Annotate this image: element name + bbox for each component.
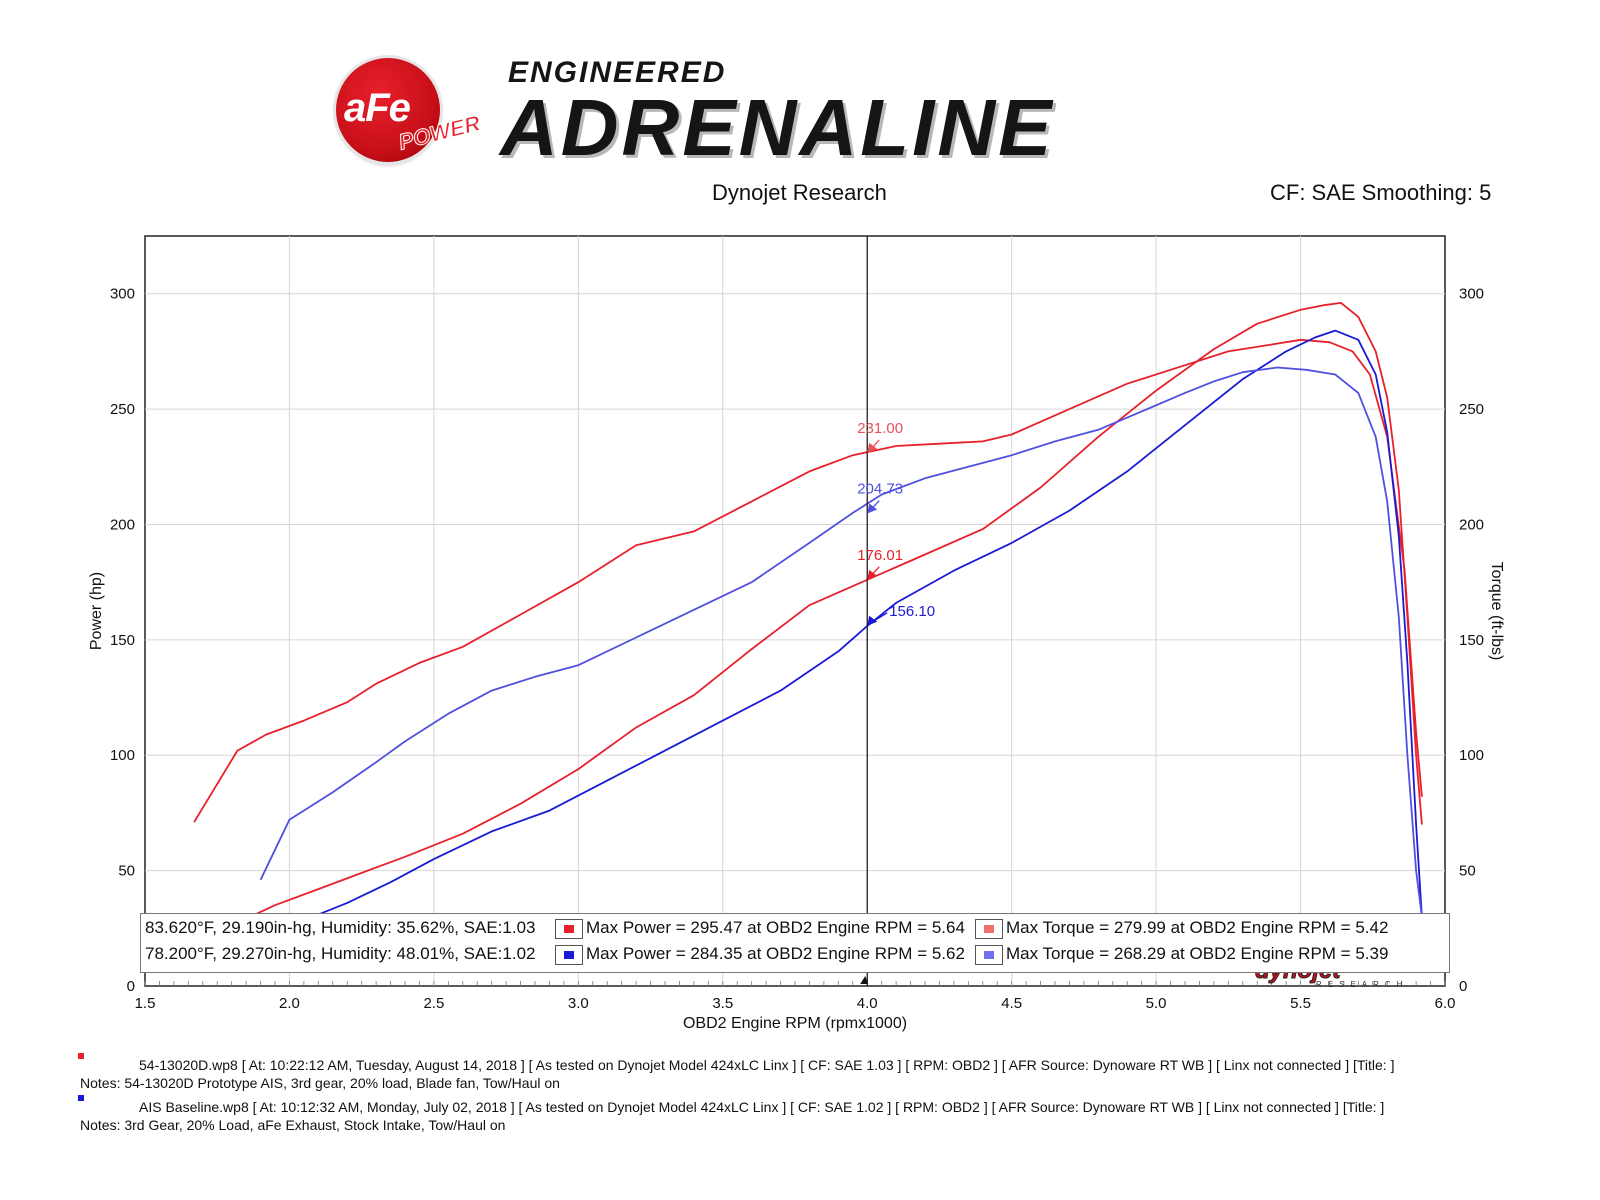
annotation-arrowhead: [867, 503, 878, 514]
series-line-3: [312, 329, 1423, 918]
logo-engineered-text: ENGINEERED: [508, 56, 727, 89]
y-tick-label: 300: [110, 286, 135, 303]
x-tick-label: 2.0: [279, 995, 300, 1012]
x-tick-label: 5.5: [1290, 995, 1311, 1012]
run-marker: [78, 1095, 84, 1101]
chart-legend: 83.620°F, 29.190in-hg, Humidity: 35.62%,…: [140, 913, 1450, 973]
annotation-arrowhead: [867, 442, 878, 453]
legend-max-power: Max Power = 284.35 at OBD2 Engine RPM = …: [586, 944, 965, 963]
series-line-2: [193, 338, 1423, 823]
run-info: 54-13020D.wp8 [ At: 10:22:12 AM, Tuesday…: [139, 1057, 1395, 1073]
grid-lines: [145, 236, 1445, 986]
run-notes: Notes: 54-13020D Prototype AIS, 3rd gear…: [80, 1075, 560, 1091]
y2-tick-label: 100: [1459, 747, 1484, 764]
plot-area: [144, 235, 1446, 987]
legend-max-torque: Max Torque = 268.29 at OBD2 Engine RPM =…: [1006, 944, 1389, 963]
legend-conditions: 78.200°F, 29.270in-hg, Humidity: 48.01%,…: [145, 944, 536, 963]
annotation-value: 176.01: [857, 547, 903, 564]
y-tick-label: 150: [110, 632, 135, 649]
y-tick-label: 0: [127, 978, 135, 995]
y2-tick-label: 50: [1459, 863, 1476, 880]
x-tick-label: 2.5: [423, 995, 444, 1012]
correction-info: CF: SAE Smoothing: 5: [1270, 180, 1492, 205]
y2-tick-label: 250: [1459, 401, 1484, 418]
run-info: AIS Baseline.wp8 [ At: 10:12:32 AM, Mond…: [139, 1099, 1385, 1115]
cursor-arrow: [860, 976, 869, 984]
series-line-4: [259, 366, 1423, 917]
annotation-value: 204.73: [857, 481, 903, 498]
run-marker: [78, 1053, 84, 1059]
dyno-chart: 1.5 2.0 2.5 3.0 3.5 4.0 4.5 5.0 5.5 6.0 0 50 100 150…: [88, 235, 1505, 1032]
dynojet-watermark-sub: RESEARCH: [1316, 980, 1409, 989]
legend-power-swatch[interactable]: [555, 919, 583, 939]
y-tick-label: 200: [110, 516, 135, 533]
y2-tick-label: 150: [1459, 632, 1484, 649]
x-tick-label: 5.0: [1146, 995, 1167, 1012]
annotation-arrowhead: [867, 569, 878, 580]
swatch-fill: [564, 951, 574, 959]
y2-axis-label: Torque (ft-lbs): [1488, 562, 1505, 661]
afe-logo-emblem: [336, 58, 440, 162]
series-line-1: [210, 301, 1423, 939]
swatch-fill: [564, 925, 574, 933]
y-tick-label: 100: [110, 747, 135, 764]
x-axis-label: OBD2 Engine RPM (rpmx1000): [683, 1015, 907, 1032]
x-tick-label: 3.0: [568, 995, 589, 1012]
y2-axis-ticks: 0 50 100 150 200 250 300: [1459, 286, 1484, 995]
logo-afe-text: aFe: [344, 86, 411, 130]
annotation-arrowhead: [867, 615, 878, 626]
x-axis-ticks: 1.5 2.0 2.5 3.0 3.5 4.0 4.5 5.0 5.5 6.0: [135, 981, 1456, 1012]
chart-title: Dynojet Research: [712, 180, 887, 205]
legend-row: 78.200°F, 29.270in-hg, Humidity: 48.01%,…: [141, 942, 1449, 968]
x-tick-label: 4.0: [857, 995, 878, 1012]
y-tick-label: 250: [110, 401, 135, 418]
y2-tick-label: 0: [1459, 978, 1467, 995]
y-axis-ticks: 0 50 100 150 200 250 300: [110, 286, 135, 995]
legend-torque-swatch[interactable]: [975, 945, 1003, 965]
legend-conditions: 83.620°F, 29.190in-hg, Humidity: 35.62%,…: [145, 918, 536, 937]
x-tick-label: 3.5: [712, 995, 733, 1012]
y2-tick-label: 300: [1459, 286, 1484, 303]
swatch-fill: [984, 925, 994, 933]
x-tick-label: 6.0: [1435, 995, 1456, 1012]
logo-adrenaline-text: ADRENALINE: [500, 83, 1055, 172]
y2-tick-label: 200: [1459, 516, 1484, 533]
cursor-annotations: 231.00 204.73 176.01 156.10: [857, 420, 935, 984]
y-tick-label: 50: [118, 863, 135, 880]
legend-power-swatch[interactable]: [555, 945, 583, 965]
annotation-value: 231.00: [857, 420, 903, 437]
x-tick-label: 4.5: [1001, 995, 1022, 1012]
legend-max-power: Max Power = 295.47 at OBD2 Engine RPM = …: [586, 918, 965, 937]
y-axis-label: Power (hp): [88, 572, 105, 650]
annotation-value: 156.10: [889, 603, 935, 620]
x-tick-label: 1.5: [135, 995, 156, 1012]
legend-max-torque: Max Torque = 279.99 at OBD2 Engine RPM =…: [1006, 918, 1389, 937]
legend-torque-swatch[interactable]: [975, 919, 1003, 939]
series-lines: [193, 301, 1423, 939]
swatch-fill: [984, 951, 994, 959]
run-notes: Notes: 3rd Gear, 20% Load, aFe Exhaust, …: [80, 1117, 506, 1133]
legend-row: 83.620°F, 29.190in-hg, Humidity: 35.62%,…: [141, 916, 1449, 942]
